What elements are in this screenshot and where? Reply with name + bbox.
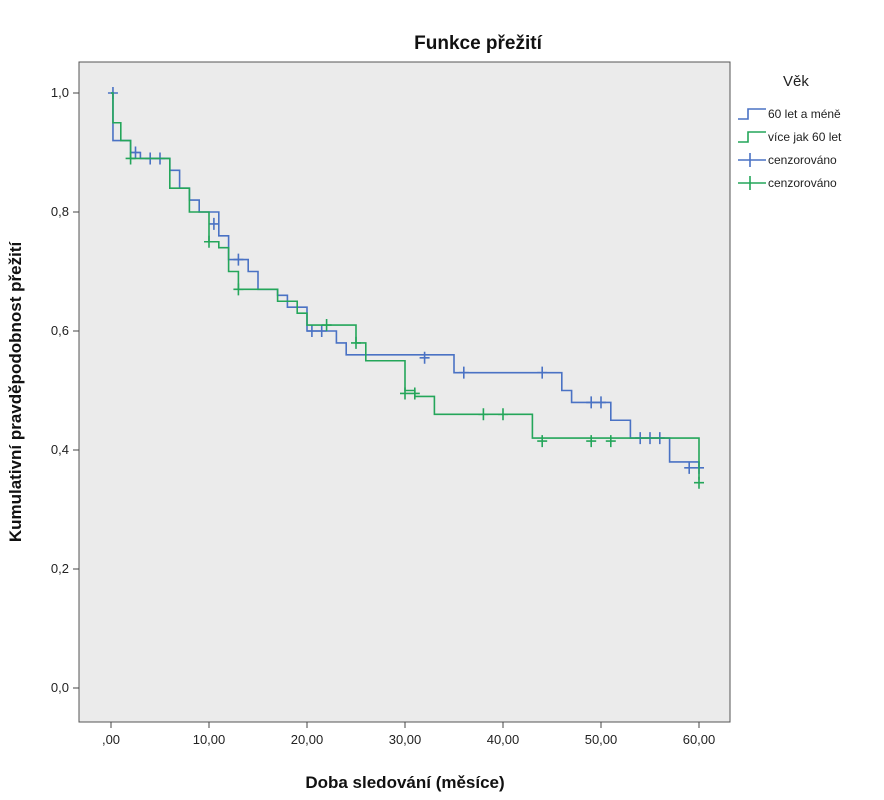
legend-label: cenzorováno: [768, 176, 837, 190]
censor-mark: [537, 366, 548, 379]
x-tick-label: 60,00: [683, 732, 716, 747]
censor-mark: [694, 476, 704, 489]
censor-mark: [233, 253, 244, 266]
censor-mark: [351, 336, 361, 349]
axis-ticks: ,00 10,00 20,00 30,00 40,00 50,00 60,00 0,0 0,2 0…: [51, 85, 715, 747]
legend-label: více jak 60 let: [768, 130, 842, 144]
censor-mark: [316, 325, 327, 337]
x-tick-label: ,00: [102, 732, 120, 747]
legend-swatch: [738, 176, 766, 190]
chart-title: Funkce přežití: [414, 33, 542, 54]
legend-label: cenzorováno: [768, 153, 837, 167]
censor-mark: [596, 396, 606, 409]
legend-swatch: [738, 153, 766, 167]
censor-mark: [458, 366, 469, 379]
legend-item: cenzorováno: [738, 176, 837, 190]
legend-label: 60 let a méně: [768, 107, 841, 121]
censor-mark: [586, 396, 597, 409]
censor-mark: [586, 435, 597, 448]
legend-swatch: [738, 131, 766, 143]
x-tick-label: 40,00: [487, 732, 520, 747]
censor-mark: [306, 325, 317, 337]
x-tick-label: 30,00: [389, 732, 422, 747]
y-tick-label: 1,0: [51, 85, 69, 100]
censor-mark: [478, 408, 489, 421]
censor-mark: [321, 319, 332, 332]
censor-mark: [204, 235, 214, 248]
x-tick-label: 20,00: [291, 732, 324, 747]
x-tick-label: 10,00: [193, 732, 226, 747]
y-axis-title: Kumulativní pravděpodobnost přežití: [6, 241, 25, 543]
censor-mark: [125, 152, 136, 165]
censor-mark: [537, 435, 548, 448]
censor-mark: [498, 408, 508, 421]
y-tick-label: 0,8: [51, 204, 69, 219]
y-tick-label: 0,2: [51, 561, 69, 576]
legend: Věk 60 let a méně více jak 60 let cenzorov…: [738, 73, 842, 190]
censor-mark: [400, 387, 410, 400]
censor-mark: [605, 435, 616, 448]
x-axis-title: Doba sledování (měsíce): [305, 773, 504, 792]
y-tick-label: 0,6: [51, 323, 69, 338]
legend-item: cenzorováno: [738, 153, 837, 167]
series-group: [107, 87, 704, 489]
censor-mark: [233, 283, 244, 296]
censor-mark: [130, 146, 141, 159]
censor-mark: [684, 461, 695, 474]
censor-mark: [419, 351, 430, 364]
y-tick-label: 0,0: [51, 680, 69, 695]
legend-item: 60 let a méně: [738, 107, 841, 121]
censor-mark: [208, 217, 219, 230]
legend-item: více jak 60 let: [738, 130, 842, 144]
legend-swatch: [738, 108, 766, 120]
censor-mark: [409, 387, 420, 400]
y-tick-label: 0,4: [51, 442, 69, 457]
x-tick-label: 50,00: [585, 732, 618, 747]
legend-title: Věk: [783, 73, 809, 90]
